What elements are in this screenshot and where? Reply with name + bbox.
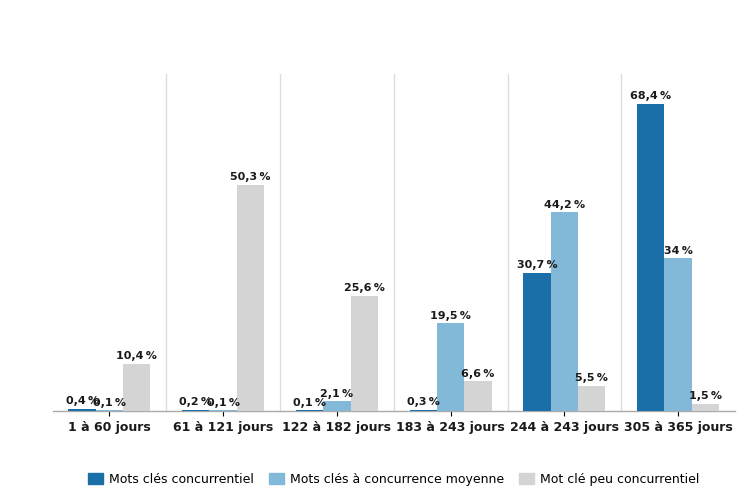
Bar: [692, 404, 719, 411]
Legend: Mots clés concurrentiel, Mots clés à concurrence moyenne, Mot clé peu concurrent: Mots clés concurrentiel, Mots clés à con…: [88, 473, 700, 486]
Text: 25,6 %: 25,6 %: [344, 283, 385, 293]
Bar: [323, 401, 350, 411]
Text: 5,5 %: 5,5 %: [575, 373, 608, 384]
Text: 0,2 %: 0,2 %: [179, 397, 212, 407]
Text: 44,2 %: 44,2 %: [544, 200, 585, 210]
Text: 0,4 %: 0,4 %: [65, 396, 99, 406]
Bar: [578, 386, 605, 411]
Text: 0,3 %: 0,3 %: [407, 397, 440, 407]
Bar: [68, 409, 96, 411]
Text: 6,6 %: 6,6 %: [461, 369, 494, 379]
Text: 0,1 %: 0,1 %: [206, 397, 240, 408]
Bar: [350, 296, 378, 411]
Bar: [638, 104, 664, 411]
Bar: [524, 273, 550, 411]
Text: 10,4 %: 10,4 %: [116, 351, 157, 361]
Bar: [182, 410, 209, 411]
Bar: [464, 381, 491, 411]
Text: 2,1 %: 2,1 %: [320, 389, 353, 399]
Text: 34 %: 34 %: [664, 246, 692, 255]
Bar: [410, 409, 437, 411]
Text: 0,1 %: 0,1 %: [293, 397, 326, 408]
Bar: [123, 364, 150, 411]
Text: Performances par rapport à la popularité du mot clé: Performances par rapport à la popularité…: [9, 23, 563, 44]
Text: 68,4 %: 68,4 %: [630, 91, 671, 101]
Bar: [550, 212, 578, 411]
Text: 0,1 %: 0,1 %: [93, 397, 126, 408]
Bar: [437, 323, 464, 411]
Text: 19,5 %: 19,5 %: [430, 311, 471, 321]
Bar: [664, 258, 692, 411]
Bar: [237, 185, 264, 411]
Text: 30,7 %: 30,7 %: [517, 260, 557, 270]
Text: 50,3 %: 50,3 %: [230, 172, 271, 183]
Text: 1,5 %: 1,5 %: [689, 392, 722, 401]
